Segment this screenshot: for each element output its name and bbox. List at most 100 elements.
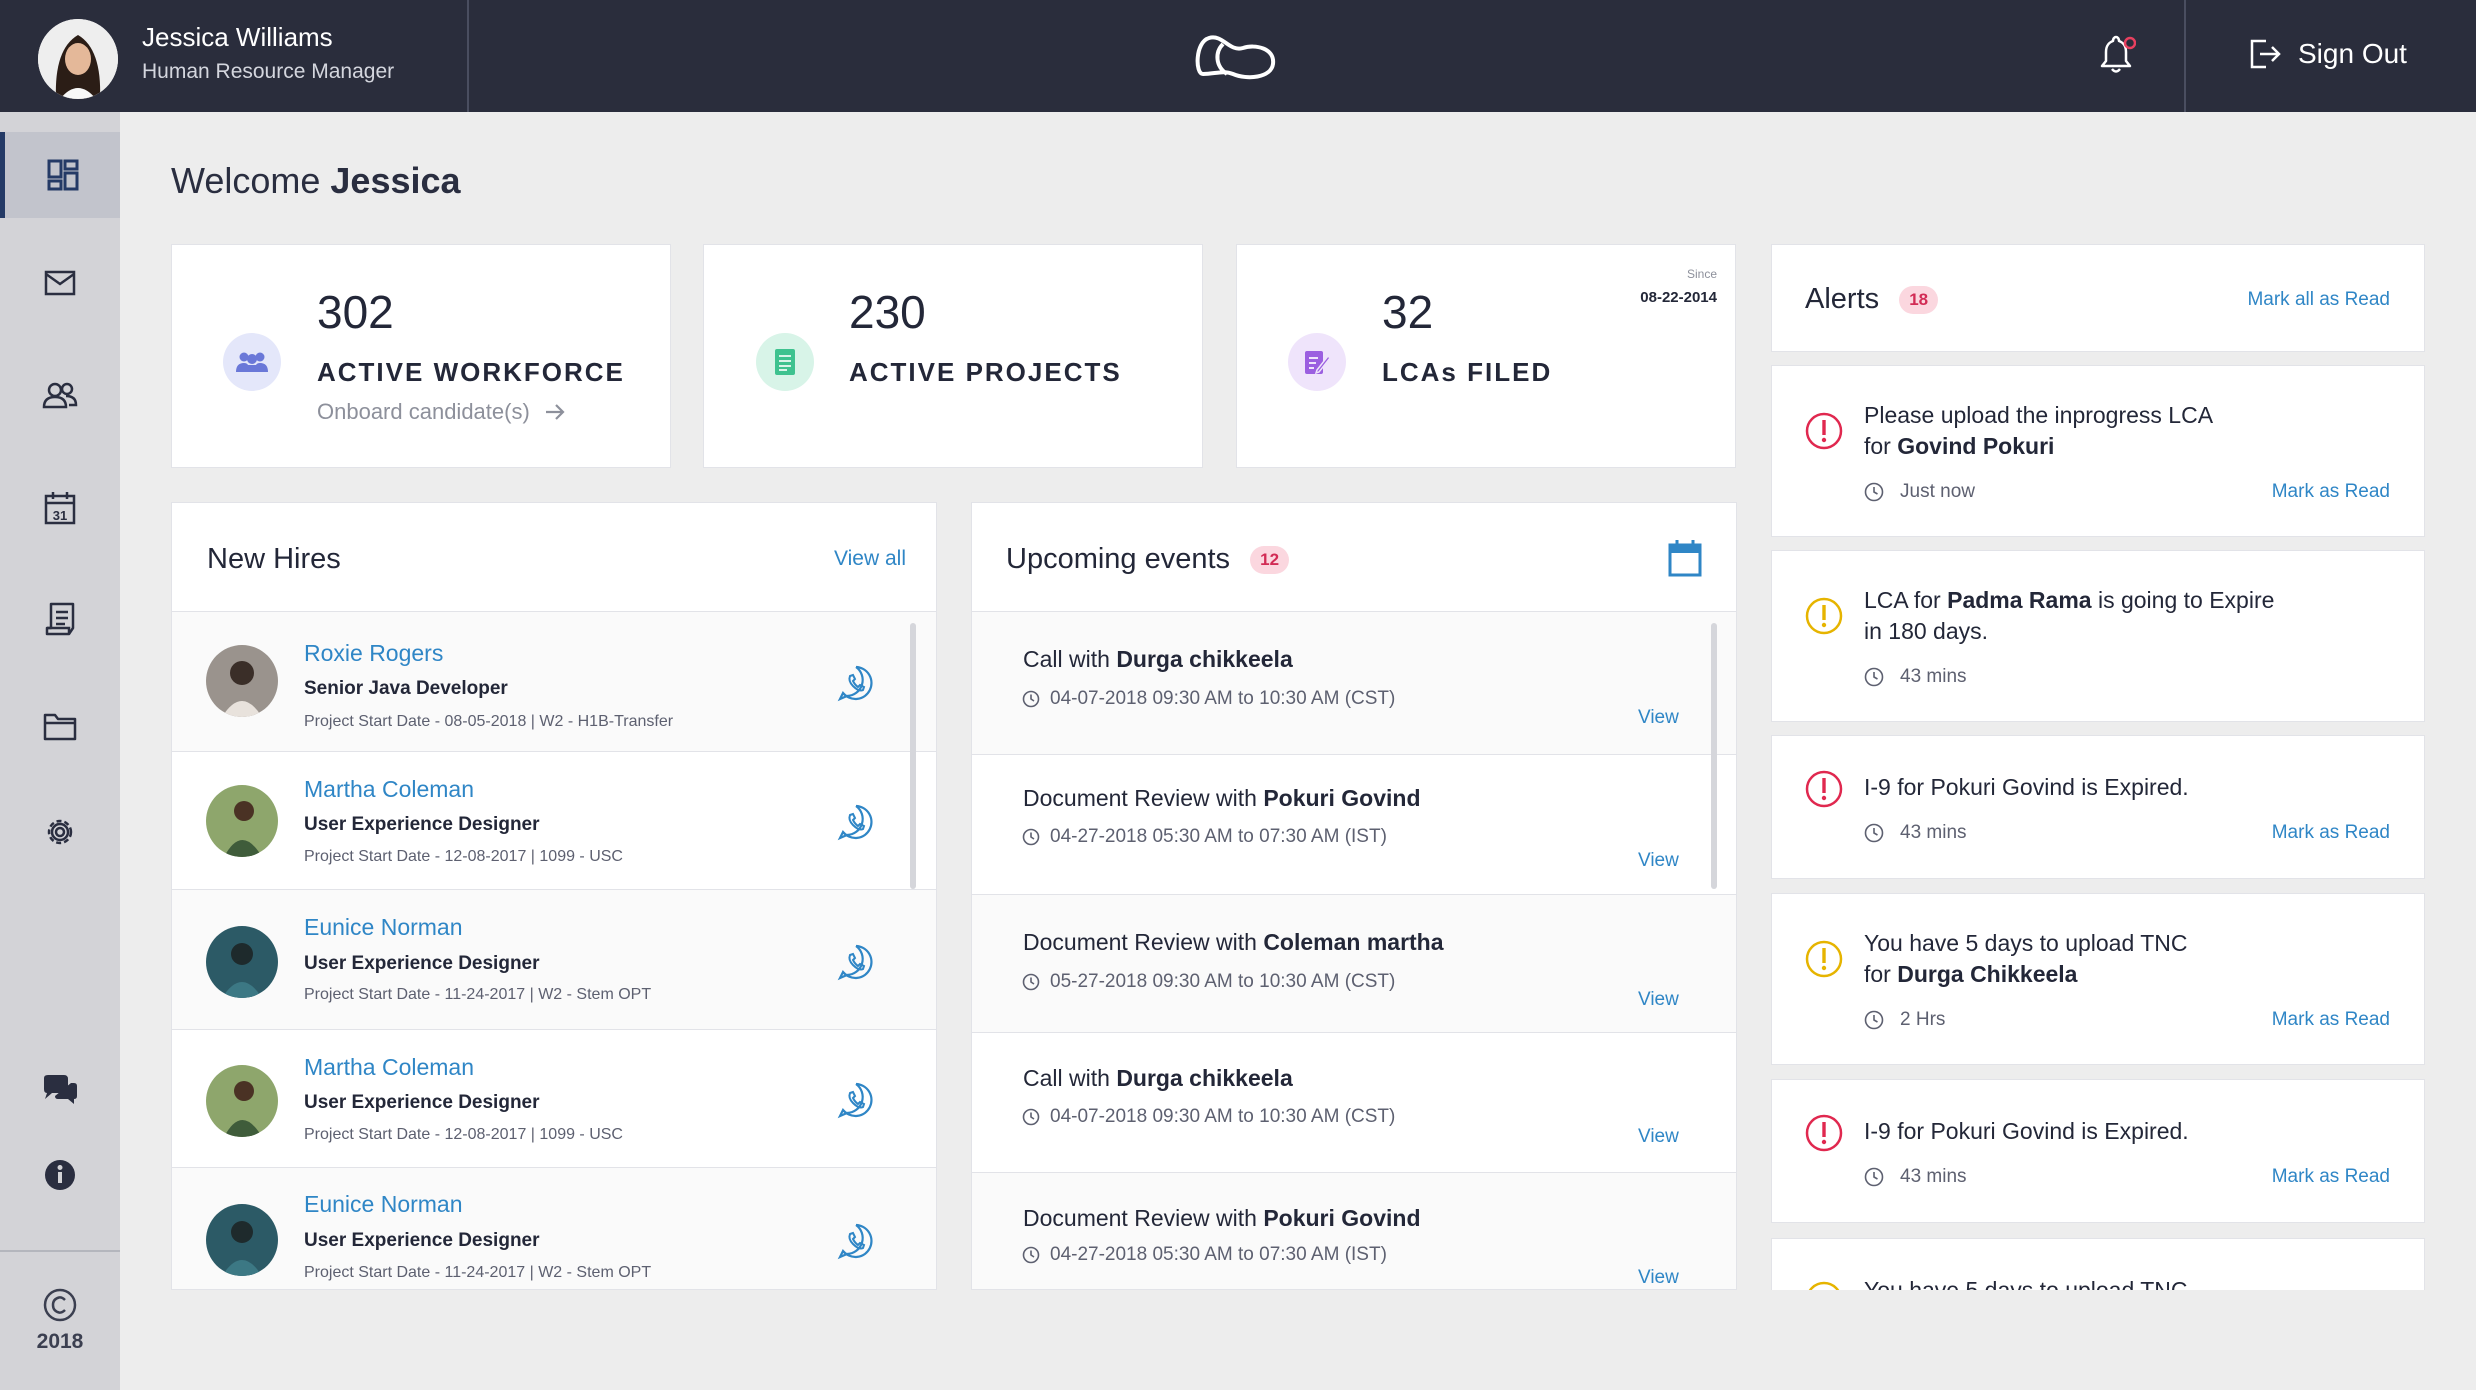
event-row[interactable]: Document Review with Pokuri Govind 04-27… [972,1173,1736,1289]
events-panel: Upcoming events 12 Call with Durga chikk… [971,502,1737,1290]
mark-as-read-link[interactable]: Mark as Read [2271,1166,2390,1187]
hire-avatar [206,645,278,717]
alert-time-text: Just now [1900,481,1975,502]
hire-name[interactable]: Eunice Norman [304,1191,463,1217]
sidebar-item-people[interactable] [0,352,120,438]
mark-as-read-link[interactable]: Mark as Read [2271,481,2390,502]
lca-icon [1288,333,1346,391]
clock-icon [1864,1167,1884,1187]
view-all-hires-link[interactable]: View all [834,547,906,570]
sidebar-item-mail[interactable] [0,240,120,326]
hire-name[interactable]: Martha Coleman [304,1054,475,1080]
call-icon[interactable] [837,664,875,702]
welcome-heading: Welcome Jessica [171,160,461,202]
alert-time-text: 43 mins [1900,666,1967,687]
event-type: Document Review with [1023,785,1257,811]
mark-all-read-link[interactable]: Mark all as Read [2247,289,2390,310]
sidebar-item-dashboard[interactable] [0,132,120,218]
alert-message: Please upload the inprogress LCA for Govi… [1864,400,2304,462]
mark-as-read-link[interactable]: Mark as Read [2271,822,2390,843]
event-person: Coleman martha [1263,929,1444,955]
hire-role: Senior Java Developer [304,678,508,699]
sidebar-item-settings[interactable] [0,789,120,875]
hires-scrollbar[interactable] [910,623,916,889]
call-icon[interactable] [837,943,875,981]
arrow-right-icon [545,404,565,420]
alert-message: You have 5 days to upload TNC [1864,1275,2304,1290]
event-row[interactable]: Document Review with Pokuri Govind 04-27… [972,755,1736,895]
hire-start-date: Project Start Date - 12-08-2017 [304,1126,527,1143]
hire-avatar [206,926,278,998]
alert-text-post: is going to Expire in 180 days. [1864,587,2275,644]
alert-line1: You have 5 days to upload TNC [1864,930,2188,956]
alerts-header: Alerts 18 Mark all as Read [1771,244,2425,352]
workforce-label: ACTIVE WORKFORCE [317,357,625,387]
event-title: Call with Durga chikkeela [1023,646,1293,673]
sidebar-item-folder[interactable] [0,683,120,769]
alert-text-bold: Durga Chikkeela [1897,961,2078,987]
stat-card-workforce: 302 ACTIVE WORKFORCE Onboard candidate(s… [171,244,671,468]
since-label: Since [1686,267,1717,281]
events-scrollbar[interactable] [1711,623,1717,889]
hire-visa: 1099 - USC [539,1126,623,1143]
event-time-text: 05-27-2018 09:30 AM to 10:30 AM (CST) [1050,971,1396,992]
event-row[interactable]: Call with Durga chikkeela 04-07-2018 09:… [972,1033,1736,1173]
sidebar-item-documents[interactable] [0,576,120,662]
alert-text-pre: LCA for [1864,587,1948,613]
event-title: Document Review with Pokuri Govind [1023,1205,1421,1232]
hire-meta: Project Start Date - 11-24-2017 | W2 - S… [304,986,652,1003]
event-view-link[interactable]: View [1638,1126,1679,1147]
brand-logo-icon[interactable] [1193,30,1279,84]
onboard-candidates-link[interactable]: Onboard candidate(s) [317,399,566,425]
call-icon[interactable] [837,1222,875,1260]
call-icon[interactable] [837,803,875,841]
calendar-icon: 31 [44,492,76,525]
hire-visa: W2 - Stem OPT [538,986,652,1003]
projects-icon [756,333,814,391]
hire-row[interactable]: Eunice Norman User Experience Designer P… [172,890,936,1030]
calendar-icon[interactable] [1668,539,1702,577]
hire-row[interactable]: Roxie Rogers Senior Java Developer Proje… [172,612,936,752]
alert-warning-icon [1805,940,1843,978]
hire-row[interactable]: Martha Coleman User Experience Designer … [172,1030,936,1168]
alert-text-pre: I-9 for Pokuri Govind is Expired. [1864,1118,2189,1144]
hire-start-date: Project Start Date - 11-24-2017 [304,986,526,1003]
alert-text-pre: I-9 for Pokuri Govind is Expired. [1864,774,2189,800]
event-view-link[interactable]: View [1638,1267,1679,1288]
document-icon [45,602,75,636]
event-time-text: 04-27-2018 05:30 AM to 07:30 AM (IST) [1050,1244,1387,1265]
event-row[interactable]: Document Review with Coleman martha 05-2… [972,895,1736,1033]
hire-name[interactable]: Roxie Rogers [304,640,444,666]
welcome-prefix: Welcome [171,160,321,201]
copyright-icon [43,1288,77,1322]
call-icon[interactable] [837,1081,875,1119]
hire-name[interactable]: Martha Coleman [304,776,475,802]
sidebar-item-chat[interactable] [0,1047,120,1133]
notification-bell-icon[interactable] [2096,34,2136,78]
hire-start-date: Project Start Date - 12-08-2017 [304,848,527,865]
mark-as-read-link[interactable]: Mark as Read [2271,1009,2390,1030]
hire-name[interactable]: Eunice Norman [304,914,463,940]
event-time-text: 04-27-2018 05:30 AM to 07:30 AM (IST) [1050,826,1387,847]
hire-row[interactable]: Eunice Norman User Experience Designer P… [172,1168,936,1289]
event-view-link[interactable]: View [1638,707,1679,728]
new-hires-panel: New Hires View all Roxie Rogers Senior J… [171,502,937,1290]
sign-out-button[interactable]: Sign Out [2248,38,2407,70]
sidebar-item-calendar[interactable]: 31 [0,465,120,551]
alert-error-icon [1805,770,1843,808]
event-time-text: 04-07-2018 09:30 AM to 10:30 AM (CST) [1050,688,1396,709]
sidebar-item-info[interactable] [0,1132,120,1218]
projects-count: 230 [849,286,926,338]
hire-role: User Experience Designer [304,1230,540,1251]
event-row[interactable]: Call with Durga chikkeela 04-07-2018 09:… [972,612,1736,755]
new-hires-title: New Hires [207,543,341,575]
user-avatar[interactable] [38,19,118,99]
alerts-title: Alerts 18 [1805,283,1939,316]
people-icon [42,382,78,409]
event-view-link[interactable]: View [1638,989,1679,1010]
event-title: Document Review with Pokuri Govind [1023,785,1421,812]
event-view-link[interactable]: View [1638,850,1679,871]
alerts-title-text: Alerts [1805,283,1880,315]
alert-time-text: 43 mins [1900,1166,1967,1187]
hire-row[interactable]: Martha Coleman User Experience Designer … [172,752,936,890]
